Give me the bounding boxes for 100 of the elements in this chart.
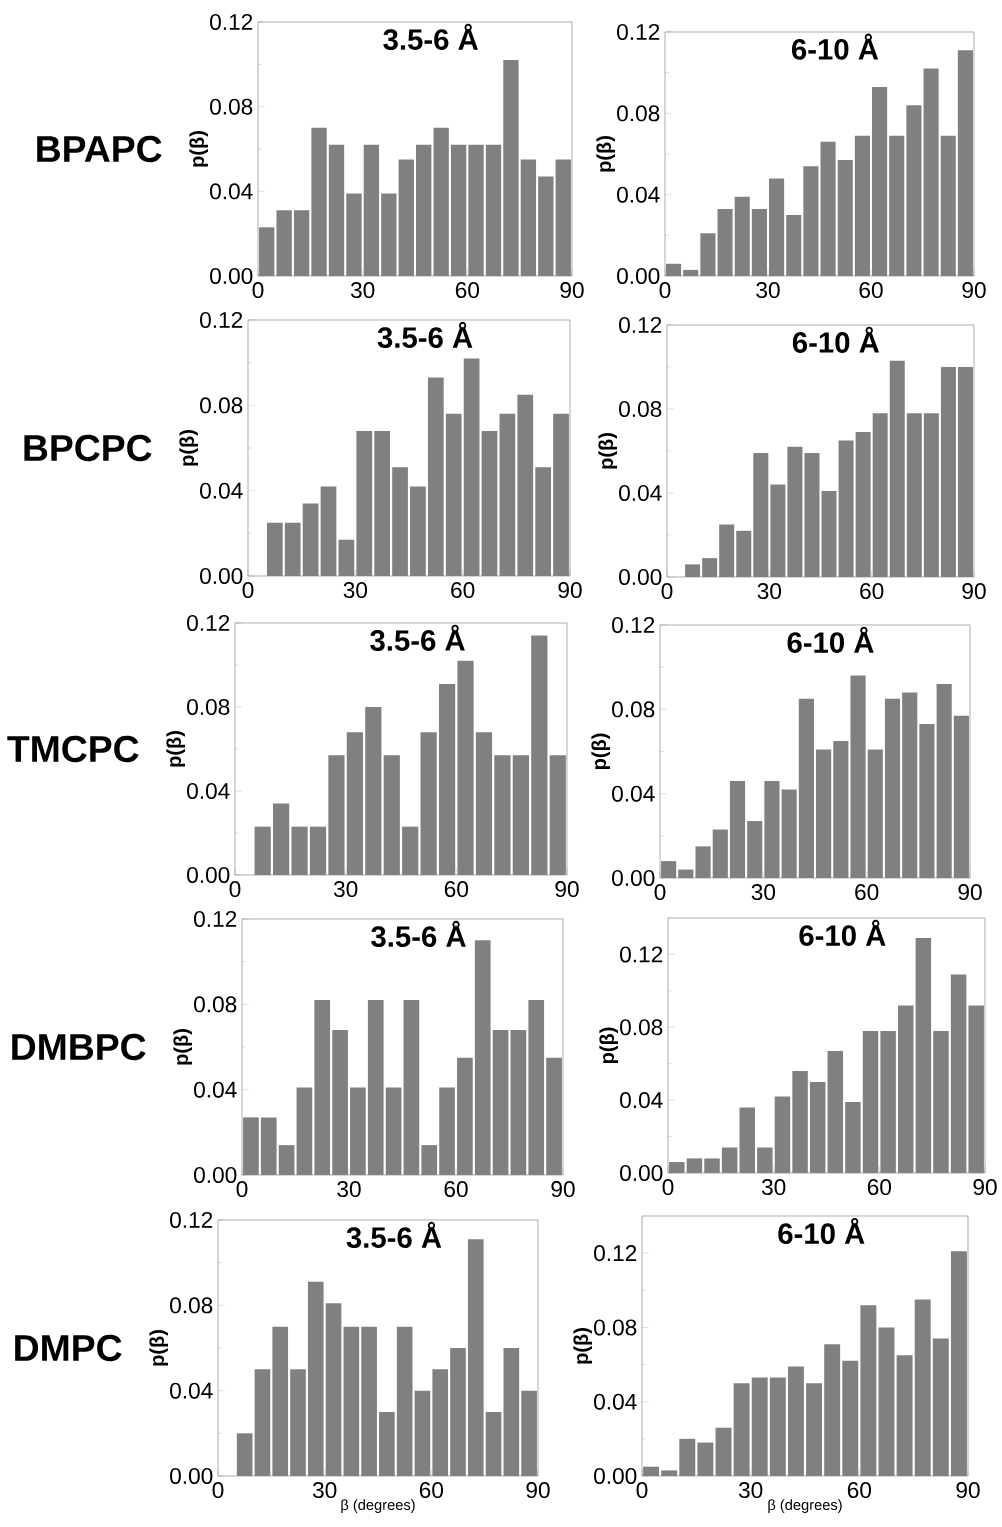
y-tick-label: 0.00 [617, 267, 660, 285]
chart-title: 6-10 Å [787, 626, 874, 653]
y-axis-title: p(β) [591, 733, 611, 770]
y-tick-label: 0.04 [619, 484, 662, 502]
x-tick-label: 30 [333, 881, 358, 898]
y-tick-label: 0.08 [194, 996, 237, 1013]
chart-title: 6-10 Å [792, 326, 880, 353]
chart-title: 3.5-6 Å [371, 920, 466, 948]
y-tick-label: 0.12 [210, 13, 253, 31]
x-tick-label: 60 [444, 1181, 468, 1198]
x-tick-label: 60 [419, 1482, 444, 1499]
y-tick-label: 0.12 [612, 616, 655, 634]
y-tick-label: 0.04 [210, 183, 253, 200]
x-tick-label: 0 [252, 282, 264, 299]
x-tick-label: 0 [242, 582, 254, 599]
y-tick-label: 0.04 [620, 1092, 663, 1109]
y-tick-label: 0.08 [612, 701, 655, 718]
y-tick-label: 0.12 [170, 1211, 213, 1229]
x-tick-label: 60 [860, 583, 884, 600]
y-tick-label: 0.04 [612, 785, 655, 802]
x-tick-label: 60 [855, 884, 879, 901]
chart-title: 3.5-6 Å [383, 23, 478, 50]
x-tick-label: 90 [973, 1179, 997, 1196]
y-tick-label: 0.08 [619, 400, 662, 418]
x-tick-label: 30 [350, 282, 375, 299]
y-axis-title: p(β) [179, 430, 199, 466]
y-tick-label: 0.12 [617, 23, 660, 41]
y-tick-label: 0.00 [170, 1467, 213, 1485]
y-tick-label: 0.08 [594, 1319, 637, 1336]
y-axis-title: p(β) [149, 1330, 169, 1366]
chart-title: 6-10 Å [791, 33, 879, 60]
y-tick-label: 0.04 [200, 482, 243, 499]
text: BPAPC [37, 135, 162, 163]
x-tick-label: 30 [337, 1181, 361, 1198]
x-tick-label: 30 [343, 582, 368, 599]
x-tick-label: 0 [636, 1482, 648, 1499]
x-tick-label: 30 [756, 282, 780, 299]
x-tick-label: 0 [654, 884, 666, 901]
x-tick-label: 60 [455, 282, 480, 299]
x-tick-label: 90 [551, 1181, 575, 1198]
chart-title: 3.5-6 Å [370, 624, 465, 651]
y-tick-label: 0.08 [210, 98, 253, 115]
y-tick-label: 0.04 [170, 1382, 213, 1399]
y-tick-label: 0.08 [187, 698, 230, 716]
x-tick-label: 90 [962, 583, 986, 600]
y-tick-label: 0.04 [617, 186, 660, 203]
y-tick-label: 0.12 [194, 910, 237, 928]
x-axis-title: β (degrees) [341, 1499, 415, 1513]
y-tick-label: 0.08 [170, 1297, 213, 1314]
chart-title: 3.5-6 Å [346, 1221, 442, 1249]
chart-title: 6-10 Å [799, 919, 886, 946]
y-axis-title: p(β) [166, 731, 186, 767]
y-axis-title: p(β) [189, 131, 209, 167]
x-tick-label: 90 [958, 884, 982, 901]
x-tick-label: 0 [229, 881, 241, 898]
x-tick-label: 90 [558, 582, 582, 599]
x-tick-label: 90 [956, 1482, 980, 1499]
y-tick-label: 0.12 [200, 311, 243, 329]
y-tick-label: 0.04 [194, 1081, 237, 1098]
y-tick-label: 0.04 [594, 1393, 637, 1410]
text: DMPC [15, 1334, 122, 1362]
text: TMCPC [7, 735, 139, 763]
y-tick-label: 0.00 [620, 1164, 663, 1182]
x-tick-label: 30 [312, 1482, 337, 1499]
y-tick-label: 0.04 [187, 782, 230, 800]
y-tick-label: 0.12 [594, 1245, 637, 1262]
y-tick-label: 0.00 [210, 267, 253, 285]
x-tick-label: 30 [738, 1482, 763, 1499]
x-tick-label: 90 [962, 282, 986, 299]
x-tick-label: 60 [451, 582, 475, 599]
x-tick-label: 60 [444, 881, 469, 898]
y-tick-label: 0.08 [617, 105, 660, 122]
y-tick-label: 0.12 [620, 946, 663, 963]
text: BPCPC [24, 434, 152, 462]
y-axis-title: p(β) [573, 1328, 593, 1364]
y-tick-label: 0.00 [619, 568, 662, 586]
y-axis-title: p(β) [596, 136, 616, 172]
y-axis-title: p(β) [173, 1029, 193, 1065]
x-tick-label: 90 [526, 1482, 550, 1499]
x-tick-label: 60 [847, 1482, 872, 1499]
y-axis-title: p(β) [598, 433, 618, 469]
chart-title: 3.5-6 Å [377, 321, 473, 349]
x-tick-label: 60 [867, 1179, 892, 1196]
text: DMBPC [12, 1033, 146, 1061]
y-tick-label: 0.08 [620, 1019, 663, 1036]
x-tick-label: 30 [761, 1179, 786, 1196]
y-tick-label: 0.00 [200, 567, 243, 585]
y-tick-label: 0.00 [612, 869, 655, 887]
y-tick-label: 0.00 [187, 866, 230, 884]
x-tick-label: 0 [212, 1482, 224, 1499]
x-tick-label: 0 [661, 583, 673, 600]
chart-title: 6-10 Å [778, 1217, 865, 1245]
x-tick-label: 0 [236, 1181, 248, 1198]
x-axis-title: β (degrees) [768, 1499, 842, 1513]
y-tick-label: 0.08 [200, 397, 243, 414]
x-tick-label: 30 [751, 884, 776, 901]
y-tick-label: 0.00 [594, 1467, 637, 1485]
x-tick-label: 90 [560, 282, 584, 299]
x-tick-label: 90 [555, 881, 579, 898]
x-tick-label: 0 [662, 1179, 674, 1196]
